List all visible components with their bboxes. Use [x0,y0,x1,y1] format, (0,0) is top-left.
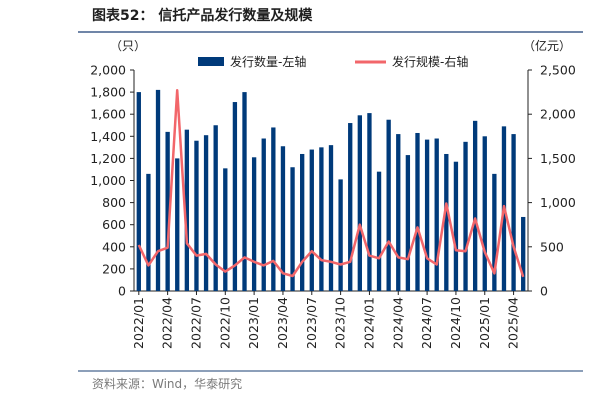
left-tick-label: 1,600 [90,107,126,122]
figure-title: 图表52： 信托产品发行数量及规模 [92,7,313,24]
x-tick-label: 2022/10 [217,297,232,349]
x-tick-label: 2023/07 [304,297,319,349]
x-tick-label: 2022/04 [160,297,175,349]
bar [348,123,353,291]
bar [463,141,468,291]
bar [319,147,324,291]
left-tick-label: 200 [102,261,126,276]
bar [146,173,151,291]
bar [203,135,209,291]
bar [300,153,305,291]
bar [184,129,190,291]
bar [338,179,343,291]
bar [492,173,497,291]
left-tick-label: 1,000 [90,173,126,188]
bar [434,138,439,291]
x-tick-label: 2023/10 [333,297,348,349]
bar [261,138,266,291]
x-tick-label: 2024/07 [419,297,434,349]
right-tick-label: 2,000 [540,107,576,122]
x-tick-label: 2023/01 [246,297,261,349]
bar [223,168,228,291]
x-tick-label: 2024/01 [361,297,376,349]
bar [386,119,391,291]
legend: 发行数量-左轴 发行规模-右轴 [198,54,468,69]
bar [155,89,161,291]
x-tick-label: 2025/01 [477,297,492,349]
bar [521,216,526,291]
bar [175,158,180,291]
left-tick-label: 600 [102,217,126,232]
bar [415,132,420,291]
left-tick-label: 1,800 [90,85,126,100]
bar [165,131,170,291]
bar [232,102,238,291]
bar [367,113,372,291]
right-tick-label: 0 [540,284,548,299]
x-tick-label: 2023/04 [275,297,290,349]
left-axis-unit: （只） [110,39,146,53]
bar [194,140,199,291]
right-axis-unit: （亿元） [523,38,571,53]
bar [136,92,141,291]
bar [405,155,411,291]
bar [213,125,218,291]
left-tick-label: 1,200 [90,151,126,166]
left-tick-label: 2,000 [90,63,126,78]
right-tick-label: 1,500 [540,151,576,166]
bar [309,149,314,291]
bar [396,134,401,291]
left-tick-label: 1,400 [90,129,126,144]
left-tick-label: 0 [118,284,126,299]
x-tick-label: 2024/04 [390,297,405,349]
bar [290,167,295,291]
bar [280,146,286,291]
left-tick-label: 800 [102,195,126,210]
bar [444,153,449,291]
x-tick-label: 2024/10 [448,297,463,349]
bar [511,134,516,291]
bar [482,136,487,291]
legend-bar-swatch [198,57,224,66]
right-tick-label: 1,000 [540,195,576,210]
x-tick-label: 2022/01 [131,297,146,349]
right-tick-label: 2,500 [540,63,576,78]
legend-line-label: 发行规模-右轴 [392,54,468,69]
right-tick-label: 500 [540,239,564,254]
x-tick-label: 2022/07 [188,297,203,349]
bar [251,157,257,291]
bar [357,115,362,292]
bar [376,171,382,291]
left-tick-label: 400 [102,239,126,254]
bar [453,161,459,291]
legend-bar-label: 发行数量-左轴 [230,54,306,69]
bar [328,145,334,291]
x-tick-label: 2025/04 [506,297,521,349]
series-line [137,89,525,278]
bar [242,92,247,291]
bar [271,127,276,292]
bar [424,139,430,291]
bar [472,120,478,291]
source-note: 资料来源：Wind，华泰研究 [92,376,242,391]
